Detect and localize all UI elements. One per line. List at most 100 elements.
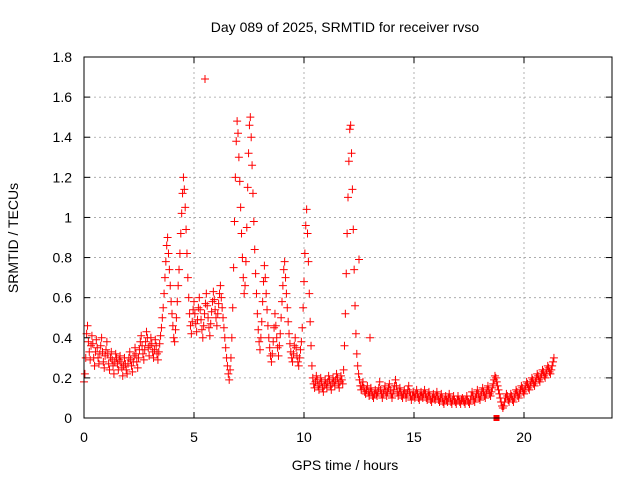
data-point: [270, 309, 279, 318]
data-point: [232, 137, 241, 146]
data-point: [307, 361, 316, 370]
data-point: [184, 293, 193, 302]
data-point: [187, 329, 196, 338]
x-tick-label: 5: [190, 429, 198, 445]
data-point: [122, 365, 131, 374]
data-point: [341, 309, 350, 318]
data-point: [166, 281, 175, 290]
data-point: [235, 177, 244, 186]
data-point: [139, 355, 148, 364]
data-point: [96, 341, 105, 350]
data-point: [345, 125, 354, 134]
data-point: [375, 377, 384, 386]
data-point: [162, 241, 171, 250]
data-point: [178, 189, 187, 198]
data-point: [80, 369, 89, 378]
data-point: [109, 369, 118, 378]
data-point: [303, 229, 312, 238]
data-point: [420, 385, 429, 394]
data-point: [355, 255, 363, 264]
data-point: [297, 337, 306, 346]
data-point: [427, 397, 436, 406]
data-point: [207, 307, 216, 316]
data-point: [491, 373, 500, 382]
data-point: [226, 365, 235, 374]
data-point: [530, 381, 539, 390]
data-point: [285, 339, 294, 348]
data-point: [153, 349, 162, 358]
data-point: [261, 273, 270, 282]
data-point: [366, 333, 374, 342]
data-point: [402, 393, 411, 402]
data-point: [534, 375, 543, 384]
data-point: [228, 303, 237, 312]
y-tick-label: 0.8: [53, 250, 73, 266]
data-point: [245, 121, 254, 130]
data-point: [140, 345, 149, 354]
data-point: [330, 381, 339, 390]
data-point: [404, 381, 413, 390]
data-point: [203, 301, 212, 310]
data-point: [388, 393, 396, 402]
data-point: [391, 375, 400, 384]
data-point: [499, 401, 508, 410]
data-point: [249, 217, 258, 226]
data-point: [240, 289, 249, 298]
data-point: [490, 371, 499, 380]
data-point: [382, 391, 391, 400]
y-tick-label: 0.4: [53, 330, 73, 346]
data-point: [87, 341, 96, 350]
data-point: [168, 321, 177, 330]
data-point: [179, 173, 188, 182]
data-point: [514, 393, 523, 402]
data-point: [196, 305, 205, 314]
data-point: [118, 371, 127, 380]
data-point: [211, 305, 220, 314]
y-axis-ticks: 0 0.2 0.4 0.6 0.8 1 1.2 1.4 1.6 1.8: [53, 49, 612, 426]
data-point: [151, 335, 160, 344]
data-point: [374, 383, 383, 392]
data-point: [224, 369, 233, 378]
data-point: [210, 295, 219, 304]
data-point: [84, 337, 93, 346]
data-point: [498, 403, 507, 412]
data-point: [519, 387, 528, 396]
y-axis-label: SRMTID / TECUs: [5, 183, 21, 293]
data-point: [208, 297, 217, 306]
data-point: [300, 277, 308, 286]
data-point: [285, 329, 294, 338]
data-point: [291, 333, 300, 342]
plot-frame: [83, 56, 613, 419]
data-point: [369, 393, 378, 402]
y-tick-label: 1: [64, 209, 72, 225]
data-point: [202, 289, 211, 298]
data-point: [107, 347, 116, 356]
x-tick-label: 0: [80, 429, 88, 445]
data-point: [177, 209, 186, 218]
data-point: [201, 299, 210, 308]
data-point: [322, 383, 331, 392]
data-point: [278, 281, 287, 290]
data-point: [262, 289, 271, 298]
data-point: [152, 341, 161, 350]
data-point: [439, 399, 448, 408]
data-point: [223, 361, 232, 370]
data-point: [295, 353, 304, 362]
data-point: [88, 339, 97, 348]
data-point: [197, 315, 206, 324]
data-point: [508, 395, 517, 404]
data-point: [277, 313, 286, 322]
y-tick-label: 1.4: [53, 129, 73, 145]
data-point: [495, 389, 504, 398]
data-point: [349, 225, 358, 234]
chart-title: Day 089 of 2025, SRMTID for receiver rvs…: [211, 19, 480, 35]
data-points: [80, 75, 558, 421]
data-point: [234, 129, 242, 138]
data-point: [308, 373, 317, 382]
data-point: [270, 323, 279, 332]
data-point: [259, 277, 268, 286]
data-point: [327, 385, 336, 394]
data-point: [241, 257, 250, 266]
data-point: [299, 303, 308, 312]
data-point: [102, 337, 111, 346]
